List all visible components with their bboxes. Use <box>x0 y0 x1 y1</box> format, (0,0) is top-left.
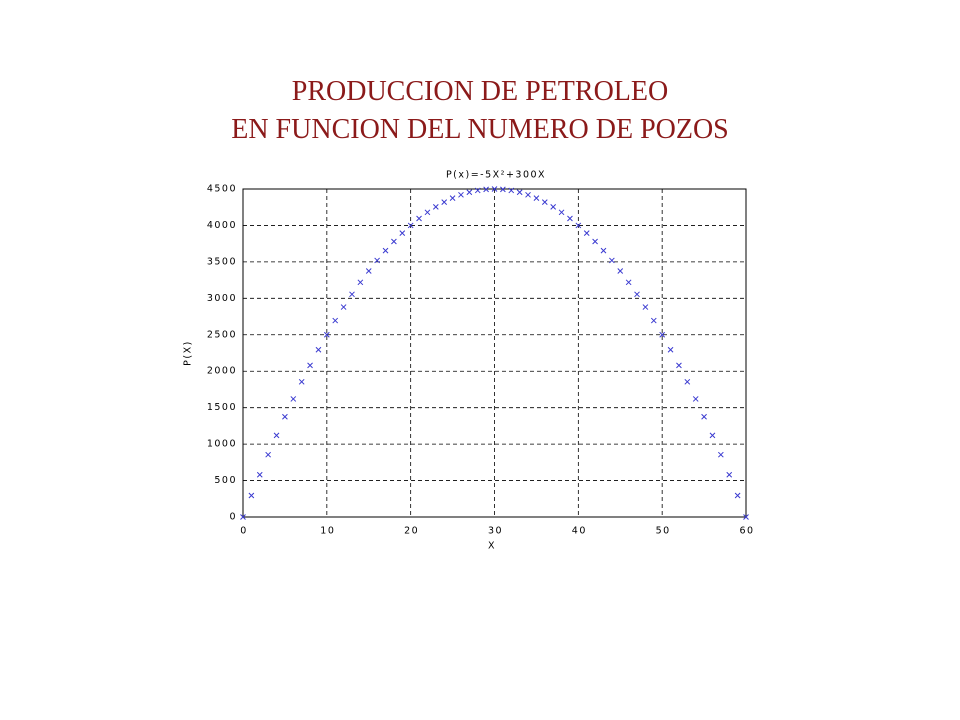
x-tick-label: 20 <box>404 526 419 537</box>
marker <box>709 432 716 439</box>
heading-line: PRODUCCION DE PETROLEO <box>292 76 668 107</box>
y-axis-label: P(X) <box>183 340 194 366</box>
marker <box>432 204 439 210</box>
marker <box>399 230 406 236</box>
marker <box>533 195 540 201</box>
marker <box>684 378 691 385</box>
marker <box>240 514 246 520</box>
y-tick-label: 3000 <box>207 293 237 304</box>
marker <box>323 331 330 338</box>
marker <box>743 514 749 520</box>
marker <box>382 247 389 254</box>
marker <box>273 432 280 439</box>
y-tick-label: 1500 <box>207 402 237 413</box>
marker <box>717 451 724 458</box>
chart-title: P(x)=-5X²+300X <box>446 170 546 181</box>
marker <box>558 209 565 216</box>
marker <box>516 189 523 196</box>
marker <box>575 222 582 229</box>
marker <box>256 471 263 478</box>
marker <box>650 317 657 324</box>
y-tick-label: 1000 <box>207 439 237 450</box>
x-tick-label: 40 <box>572 526 587 537</box>
marker <box>726 471 733 478</box>
marker <box>282 413 288 420</box>
marker <box>365 268 372 274</box>
y-tick-label: 0 <box>229 512 237 523</box>
y-tick-label: 4000 <box>207 220 237 231</box>
marker <box>374 257 380 264</box>
marker <box>667 346 674 353</box>
heading-line: EN FUNCION DEL NUMERO DE POZOS <box>231 114 729 145</box>
y-tick-label: 500 <box>214 475 237 486</box>
marker <box>625 279 632 286</box>
marker <box>491 186 498 192</box>
y-tick-label: 2500 <box>207 329 237 340</box>
marker <box>332 317 339 324</box>
marker <box>298 378 305 385</box>
y-tick-label: 3500 <box>207 256 237 267</box>
marker <box>701 413 707 420</box>
marker <box>525 191 531 198</box>
x-tick-label: 0 <box>240 526 248 537</box>
marker <box>508 187 515 194</box>
marker <box>609 257 615 264</box>
marker <box>617 268 624 274</box>
x-axis-label: X <box>488 541 496 552</box>
marker <box>357 279 364 286</box>
marker <box>449 195 456 201</box>
y-tick-label: 4500 <box>207 184 237 195</box>
marker <box>659 331 666 338</box>
marker <box>583 230 590 236</box>
marker <box>349 291 355 298</box>
marker <box>248 492 255 499</box>
x-tick-label: 10 <box>320 526 335 537</box>
marker <box>550 204 557 210</box>
marker <box>567 215 573 222</box>
marker <box>483 186 489 193</box>
marker <box>391 238 397 245</box>
marker <box>441 199 448 205</box>
marker <box>340 304 347 310</box>
marker <box>307 362 313 369</box>
marker <box>407 222 414 229</box>
marker <box>315 346 322 353</box>
marker <box>592 238 598 245</box>
marker <box>290 396 297 402</box>
marker <box>500 186 506 193</box>
x-tick-label: 30 <box>488 526 503 537</box>
x-tick-label: 50 <box>656 526 671 537</box>
marker <box>424 209 431 216</box>
marker <box>474 187 481 194</box>
marker <box>416 215 422 222</box>
y-tick-label: 2000 <box>207 366 237 377</box>
marker <box>634 291 640 298</box>
marker <box>458 191 464 198</box>
marker <box>734 492 741 499</box>
marker <box>541 199 548 205</box>
x-tick-label: 60 <box>739 526 754 537</box>
marker <box>692 396 699 402</box>
marker <box>642 304 649 310</box>
marker <box>600 247 607 254</box>
marker <box>676 362 682 369</box>
marker <box>265 451 272 458</box>
marker <box>466 189 473 196</box>
